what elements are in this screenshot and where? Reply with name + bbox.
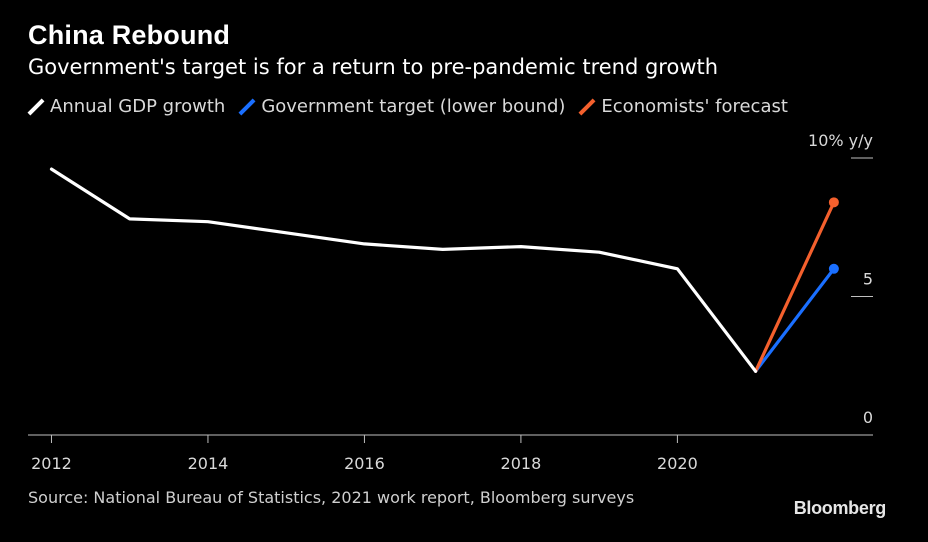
series-endpoint-2	[828, 197, 839, 208]
series-line-0	[49, 167, 758, 373]
chart-title: China Rebound	[28, 20, 231, 50]
series-line-2	[753, 200, 836, 373]
y-tick-label-10: 10% y/y	[808, 131, 873, 150]
y-tick-label-5: 5	[863, 270, 873, 289]
series-endpoint-1	[828, 263, 839, 274]
x-tick-label-2020: 2020	[657, 454, 698, 473]
legend-label-forecast: Economists' forecast	[601, 96, 788, 117]
chart-subtitle: Government's target is for a return to p…	[28, 55, 719, 79]
legend-label-gdp: Annual GDP growth	[50, 96, 226, 117]
legend-item-target: Government target (lower bound)	[238, 96, 566, 117]
y-tick-label-0: 0	[863, 408, 873, 427]
x-tick-label-2014: 2014	[188, 454, 229, 473]
legend-item-gdp: Annual GDP growth	[27, 96, 226, 117]
x-tick-label-2018: 2018	[501, 454, 542, 473]
legend-label-target: Government target (lower bound)	[261, 96, 566, 117]
x-tick-label-2012: 2012	[31, 454, 72, 473]
legend: Annual GDP growth Government target (low…	[27, 96, 804, 117]
series-line-1	[753, 267, 836, 373]
legend-item-forecast: Economists' forecast	[578, 96, 788, 117]
source-note: Source: National Bureau of Statistics, 2…	[28, 488, 635, 507]
x-tick-label-2016: 2016	[344, 454, 385, 473]
bloomberg-logo: Bloomberg	[793, 498, 887, 518]
